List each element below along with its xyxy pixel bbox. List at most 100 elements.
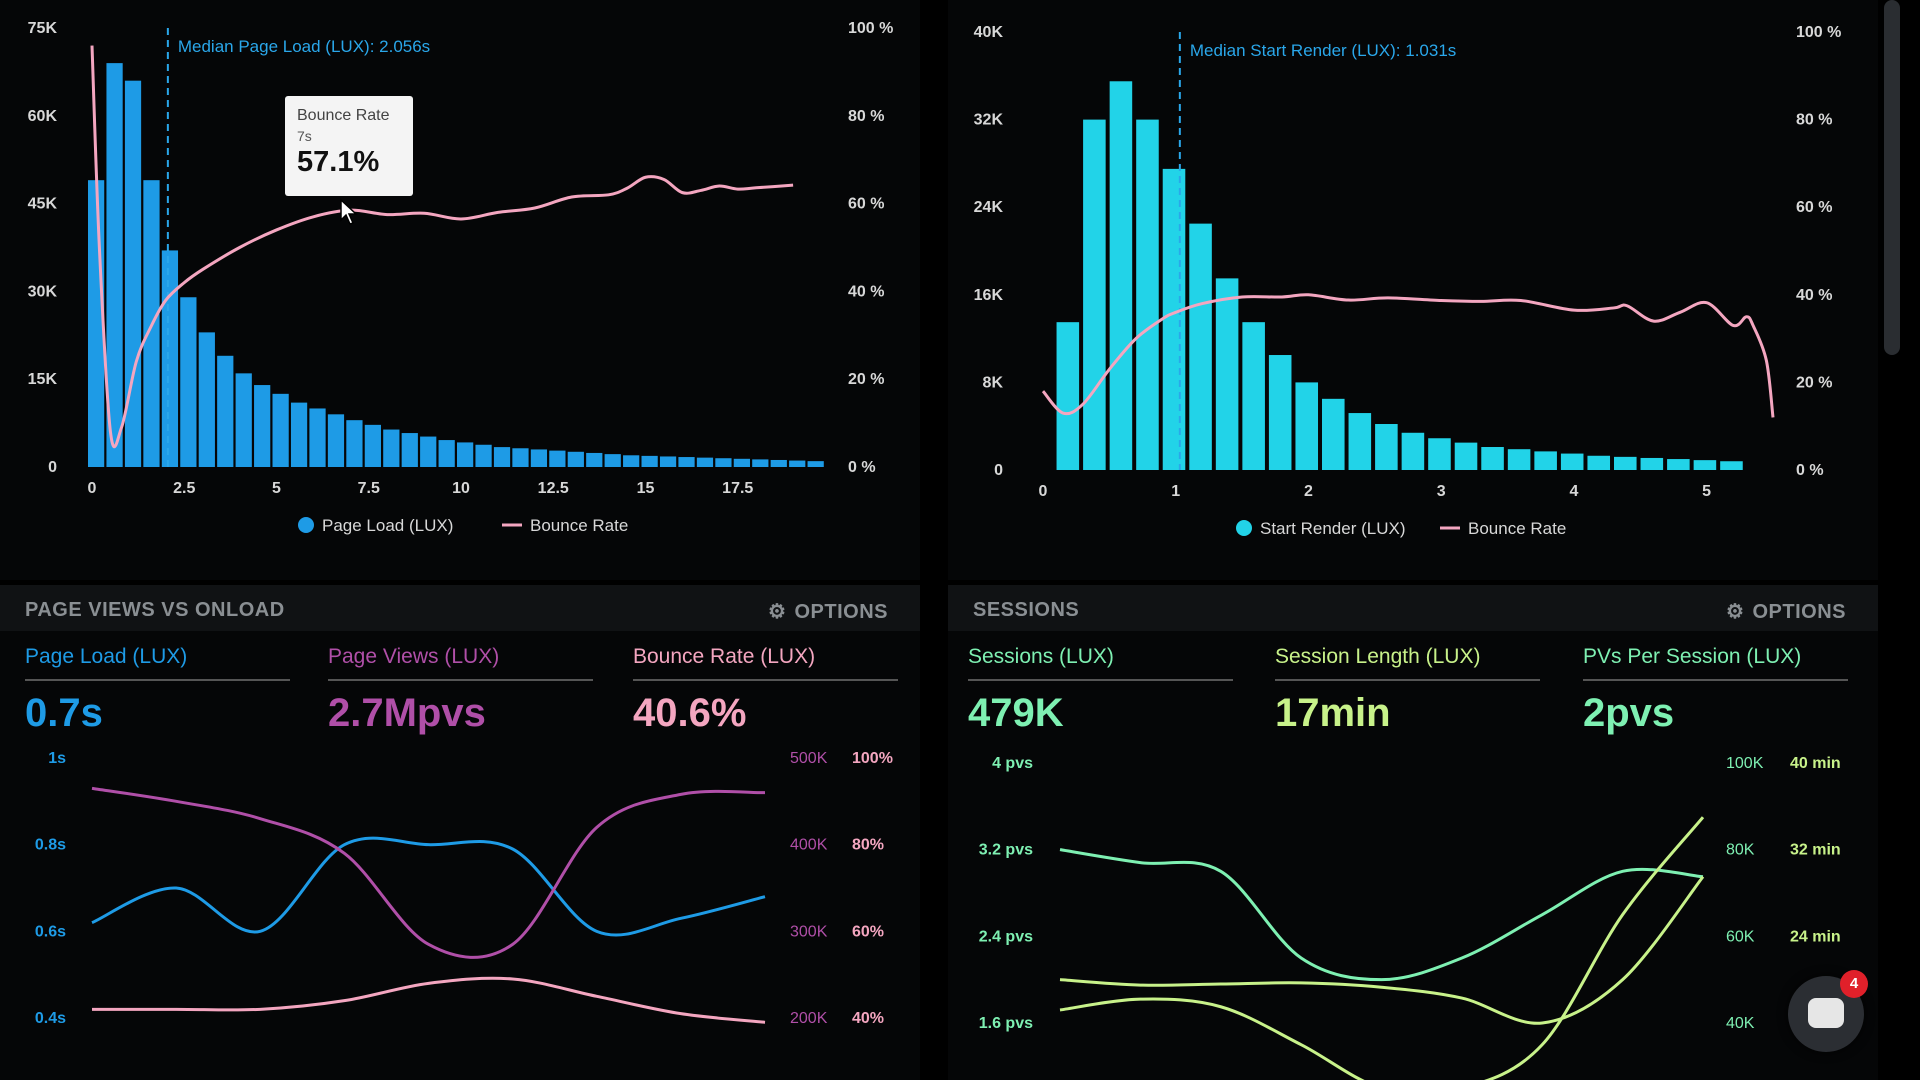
mouse-cursor-icon: [340, 198, 358, 225]
y3-tick-label: 100%: [852, 750, 893, 767]
y-tick-label: 2.4 pvs: [979, 928, 1033, 945]
metric-sessions[interactable]: Sessions (LUX) 479K: [968, 645, 1233, 736]
histogram-bar: [1375, 424, 1398, 470]
histogram-bar: [567, 451, 584, 467]
histogram-bar: [161, 250, 179, 467]
x-tick-label: 17.5: [722, 480, 753, 497]
histogram-bar: [290, 402, 308, 467]
page-views-vs-onload-panel: PAGE VIEWS VS ONLOAD ⚙ OPTIONS Page Load …: [0, 585, 920, 1080]
y-tick-label: 3.2 pvs: [979, 842, 1033, 859]
options-button[interactable]: ⚙ OPTIONS: [1726, 599, 1846, 624]
options-button[interactable]: ⚙ OPTIONS: [768, 599, 888, 624]
histogram-bar: [1162, 168, 1186, 470]
metric-pvs-per-session[interactable]: PVs Per Session (LUX) 2pvs: [1583, 645, 1848, 736]
series-line: [91, 836, 766, 937]
histogram-bar: [530, 449, 548, 467]
y-tick-label: 0: [994, 462, 1003, 479]
histogram-bar: [789, 460, 806, 467]
histogram-bar: [659, 456, 677, 467]
y-tick-label: 16K: [974, 287, 1004, 304]
histogram-bar: [1401, 432, 1425, 470]
histogram-bar: [235, 373, 252, 467]
histogram-bar: [457, 442, 474, 467]
section-header: SESSIONS ⚙ OPTIONS: [948, 585, 1878, 631]
histogram-bar: [1083, 119, 1106, 470]
histogram-bar: [1189, 223, 1212, 470]
x-tick-label: 2.5: [173, 480, 195, 497]
options-label: OPTIONS: [794, 601, 888, 623]
histogram-bar: [1614, 456, 1637, 470]
x-tick-label: 5: [272, 480, 281, 497]
histogram-bar: [1667, 459, 1690, 470]
histogram-bar: [1056, 322, 1080, 470]
x-tick-label: 7.5: [358, 480, 380, 497]
histogram-bar: [1268, 355, 1292, 470]
histogram-bar: [438, 440, 455, 467]
metric-value: 479K: [968, 691, 1064, 735]
metric-page-views[interactable]: Page Views (LUX) 2.7Mpvs: [328, 645, 593, 736]
histogram-bar: [272, 393, 289, 467]
y2-tick-label: 20 %: [1796, 374, 1832, 391]
x-tick-label: 0: [88, 480, 97, 497]
metric-bounce-rate[interactable]: Bounce Rate (LUX) 40.6%: [633, 645, 898, 736]
histogram-bar: [733, 458, 750, 467]
y2-tick-label: 40 %: [848, 283, 884, 300]
metric-page-load[interactable]: Page Load (LUX) 0.7s: [25, 645, 290, 736]
y2-tick-label: 100K: [1726, 755, 1764, 772]
histogram-bar: [770, 459, 787, 467]
y-tick-label: 60K: [28, 108, 58, 125]
chat-button[interactable]: 4: [1788, 970, 1868, 1052]
chat-icon: [1808, 998, 1844, 1028]
median-label: Median Page Load (LUX): 2.056s: [178, 37, 430, 56]
x-tick-label: 0: [1039, 483, 1048, 500]
tooltip-value: 57.1%: [297, 146, 380, 178]
histogram-bar: [678, 457, 695, 467]
y-tick-label: 0.4s: [35, 1010, 66, 1027]
median-label: Median Start Render (LUX): 1.031s: [1190, 41, 1456, 60]
scrollbar[interactable]: [1884, 0, 1900, 355]
histogram-bar: [327, 414, 345, 467]
y2-tick-label: 0 %: [848, 459, 876, 476]
y3-tick-label: 32 min: [1790, 842, 1841, 859]
histogram-bar: [401, 433, 418, 467]
histogram-bar: [1481, 447, 1504, 470]
histogram-bar: [1295, 382, 1319, 470]
histogram-bar: [641, 455, 658, 467]
series-line: [1059, 816, 1705, 1080]
histogram-bar: [1720, 461, 1743, 470]
bounce-rate-line: [1041, 293, 1775, 418]
y-tick-label: 4 pvs: [992, 755, 1033, 772]
y2-tick-label: 100 %: [848, 20, 893, 37]
metric-label: Page Views (LUX): [328, 645, 593, 681]
histogram-bar: [1109, 81, 1133, 471]
y-tick-label: 75K: [28, 20, 58, 37]
histogram-bar: [1693, 460, 1717, 470]
histogram-bar: [254, 385, 271, 467]
histogram-bar: [604, 454, 621, 467]
histogram-bar: [1454, 442, 1478, 470]
x-tick-label: 4: [1569, 483, 1578, 500]
x-tick-label: 1: [1171, 483, 1180, 500]
start-render-chart: 0 8K 16K 24K 32K 40K 0 % 20 % 40 % 60 % 80 % 100 % 0…: [974, 24, 1842, 538]
y2-tick-label: 80K: [1726, 842, 1755, 859]
y3-tick-label: 24 min: [1790, 928, 1841, 945]
histogram-bar: [549, 450, 566, 467]
section-title: PAGE VIEWS VS ONLOAD: [25, 599, 285, 621]
y2-tick-label: 60K: [1726, 928, 1755, 945]
metric-value: 17min: [1275, 691, 1391, 735]
y2-tick-label: 80 %: [1796, 112, 1832, 129]
y2-tick-label: 40 %: [1796, 287, 1832, 304]
metric-session-length[interactable]: Session Length (LUX) 17min: [1275, 645, 1540, 736]
y-tick-label: 0.8s: [35, 837, 66, 854]
metric-label: Page Load (LUX): [25, 645, 290, 681]
options-label: OPTIONS: [1752, 601, 1846, 623]
histogram-bar: [106, 63, 123, 468]
notification-badge: 4: [1840, 970, 1868, 998]
y2-tick-label: 400K: [790, 837, 828, 854]
page-views-vs-onload-chart: 0.4s 0.6s 0.8s 1s 200K 300K 400K 500K 40% 60% 80% 1…: [35, 750, 893, 1027]
metric-label: Sessions (LUX): [968, 645, 1233, 681]
histogram-bar: [420, 436, 437, 467]
y2-tick-label: 100 %: [1796, 24, 1841, 41]
y-tick-label: 24K: [974, 199, 1004, 216]
y-tick-label: 8K: [983, 374, 1004, 391]
